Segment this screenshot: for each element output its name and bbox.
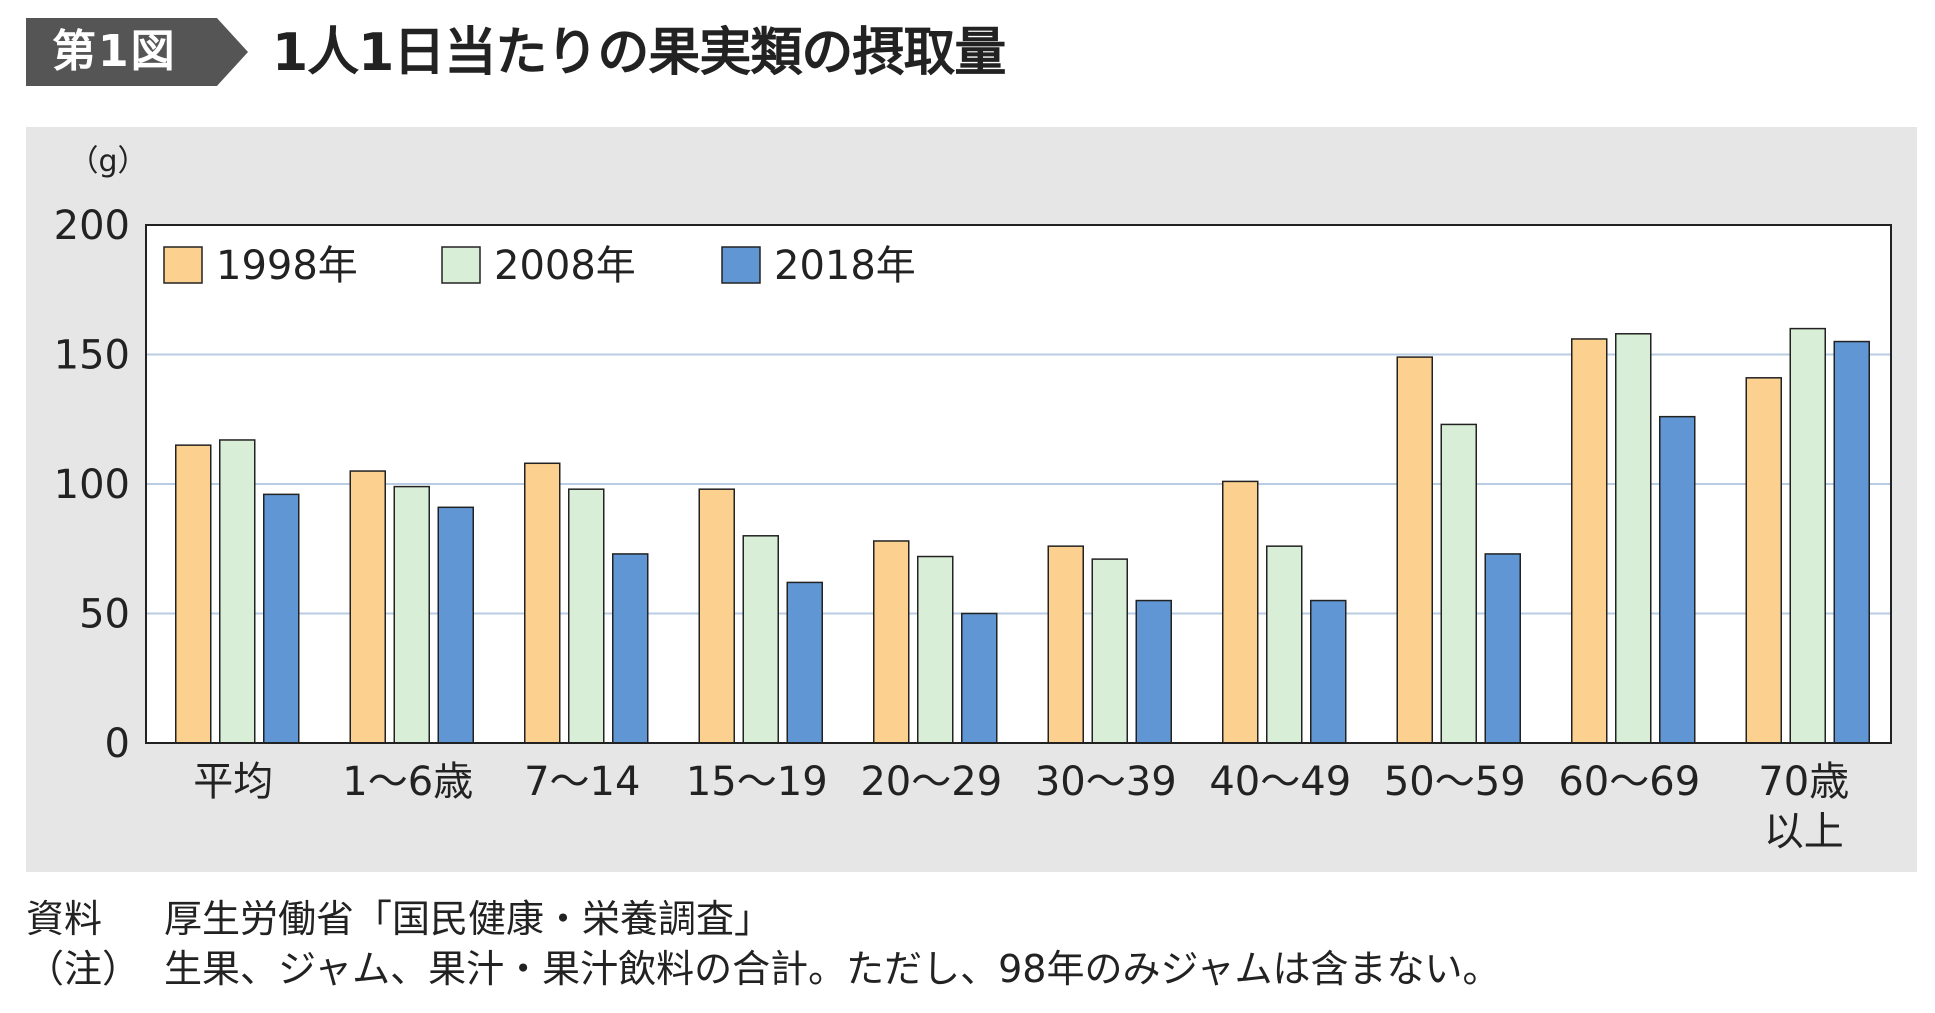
legend-swatch-1998年 bbox=[163, 246, 203, 284]
legend-label-1998年: 1998年 bbox=[216, 243, 358, 289]
bar-1998年-15～19 bbox=[698, 488, 735, 744]
bar-2018年-1～6歳 bbox=[437, 506, 474, 744]
legend-label-2008年: 2008年 bbox=[494, 243, 636, 289]
bar-1998年-20～29 bbox=[873, 540, 910, 744]
x-tick-label-50～59: 50～59 bbox=[1384, 759, 1526, 805]
bar-1998年-30～39 bbox=[1047, 545, 1084, 744]
bar-1998年-50～59 bbox=[1396, 356, 1433, 744]
bar-2008年-30～39 bbox=[1091, 558, 1128, 744]
x-tick-label-7～14: 7～14 bbox=[524, 759, 640, 805]
bar-2008年-70歳以上 bbox=[1789, 327, 1826, 744]
figure-title: 1人1日当たりの果実類の摂取量 bbox=[272, 23, 1006, 83]
y-tick-label-50: 50 bbox=[79, 592, 130, 638]
bar-2008年-平均 bbox=[219, 439, 256, 744]
bar-2018年-60～69 bbox=[1659, 415, 1696, 744]
bar-2018年-平均 bbox=[263, 493, 300, 744]
bar-2008年-1～6歳 bbox=[393, 485, 430, 744]
y-tick-label-150: 150 bbox=[54, 333, 130, 379]
bar-1998年-平均 bbox=[175, 444, 212, 744]
bar-2008年-50～59 bbox=[1440, 423, 1477, 744]
y-tick-label-100: 100 bbox=[54, 462, 130, 508]
bar-2018年-50～59 bbox=[1484, 553, 1521, 744]
x-tick-label-15～19: 15～19 bbox=[686, 759, 828, 805]
bar-2018年-40～49 bbox=[1310, 599, 1347, 744]
bar-2018年-20～29 bbox=[961, 612, 998, 744]
legend-swatch-2008年 bbox=[441, 246, 481, 284]
x-tick-label-40～49: 40～49 bbox=[1209, 759, 1351, 805]
x-tick-label-70歳以上: 70歳 bbox=[1758, 759, 1849, 805]
x-tick-label-20～29: 20～29 bbox=[860, 759, 1002, 805]
y-axis-label: （g） bbox=[68, 144, 147, 179]
note: （注） 生果、ジャム、果汁・果汁飲料の合計。ただし、98年のみジャムは含まない。 bbox=[26, 945, 1501, 993]
bar-2018年-70歳以上 bbox=[1833, 340, 1870, 744]
y-tick-label-0: 0 bbox=[105, 721, 130, 767]
legend-label-2018年: 2018年 bbox=[774, 243, 916, 289]
legend-swatch-2018年 bbox=[721, 246, 761, 284]
x-tick-label-30～39: 30～39 bbox=[1035, 759, 1177, 805]
x-tick-label-60～69: 60～69 bbox=[1558, 759, 1700, 805]
plot-border bbox=[145, 224, 1892, 744]
source-label: 資料 bbox=[26, 897, 103, 941]
bar-chart: 0 50 100 150 200 （g） 平均 1～6歳 7～14 15～19 20～29 30～39… bbox=[54, 144, 1892, 855]
note-text: 生果、ジャム、果汁・果汁飲料の合計。ただし、98年のみジャムは含まない。 bbox=[164, 947, 1501, 991]
x-tick-label-1～6歳: 1～6歳 bbox=[342, 759, 473, 805]
note-label: （注） bbox=[26, 947, 141, 991]
bar-2018年-30～39 bbox=[1135, 599, 1172, 744]
bar-2008年-40～49 bbox=[1266, 545, 1303, 744]
bar-1998年-1～6歳 bbox=[349, 470, 386, 744]
bar-2018年-7～14 bbox=[612, 553, 649, 744]
bar-2008年-7～14 bbox=[568, 488, 605, 744]
figure-label: 第1図 bbox=[26, 18, 248, 86]
bar-2008年-20～29 bbox=[917, 555, 954, 744]
chart-panel: 0 50 100 150 200 （g） 平均 1～6歳 7～14 15～19 20～29 30～39… bbox=[26, 127, 1917, 872]
bar-2008年-60～69 bbox=[1615, 333, 1652, 744]
y-tick-label-200: 200 bbox=[54, 203, 130, 249]
bar-1998年-60～69 bbox=[1571, 338, 1608, 744]
bar-1998年-7～14 bbox=[524, 462, 561, 744]
source-note: 資料 厚生労働省「国民健康・栄養調査」 bbox=[26, 895, 772, 943]
x-tick-label-line2-70歳以上: 以上 bbox=[1764, 809, 1844, 855]
bar-1998年-40～49 bbox=[1222, 480, 1259, 744]
bar-2008年-15～19 bbox=[742, 535, 779, 744]
source-text: 厚生労働省「国民健康・栄養調査」 bbox=[164, 897, 773, 941]
x-tick-label-平均: 平均 bbox=[193, 759, 273, 805]
bar-1998年-70歳以上 bbox=[1745, 377, 1782, 744]
bar-2018年-15～19 bbox=[786, 581, 823, 744]
